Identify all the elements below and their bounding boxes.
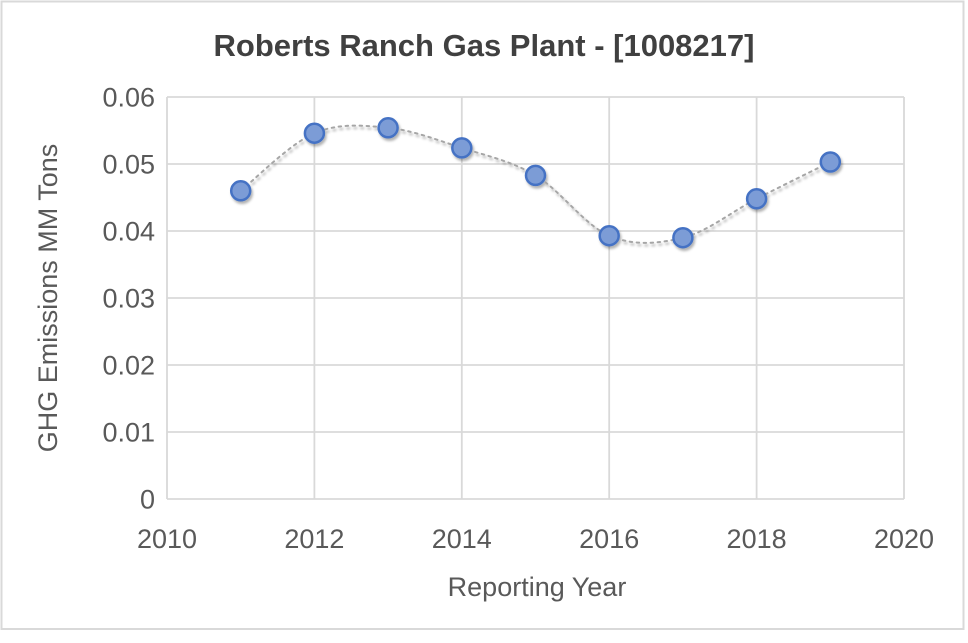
y-tick-label: 0.03 xyxy=(102,284,155,314)
y-axis-title: GHG Emissions MM Tons xyxy=(33,144,63,453)
y-tick-label: 0.01 xyxy=(102,418,155,448)
x-tick-label: 2018 xyxy=(727,524,787,554)
y-tick-label: 0.05 xyxy=(102,150,155,180)
gridlines xyxy=(166,96,905,500)
y-tick-label: 0 xyxy=(140,485,155,515)
y-tick-label: 0.02 xyxy=(102,351,155,381)
chart-title: Roberts Ranch Gas Plant - [1008217] xyxy=(214,28,755,63)
data-point-2015 xyxy=(524,164,547,187)
x-tick-label: 2014 xyxy=(432,524,492,554)
data-point-2013 xyxy=(377,117,399,139)
data-point-2017 xyxy=(672,226,694,249)
y-tick-label: 0.06 xyxy=(102,83,155,113)
data-point-2016 xyxy=(598,224,620,247)
data-point-2019 xyxy=(819,151,842,173)
x-tick-label: 2012 xyxy=(284,524,344,554)
x-tick-label: 2020 xyxy=(874,524,934,554)
chart-area-border xyxy=(0,0,965,630)
x-tick-label: 2016 xyxy=(579,524,639,554)
tick-labels: 0 0.01 0.02 0.03 0.04 0.05 0.06 2010 2012 2014 201… xyxy=(102,83,934,554)
data-point-2012 xyxy=(303,122,326,144)
data-series xyxy=(229,117,842,249)
data-point-2018 xyxy=(745,188,768,210)
data-point-2014 xyxy=(451,137,473,159)
y-tick-label: 0.04 xyxy=(102,217,155,247)
data-point-2011 xyxy=(229,180,252,202)
x-tick-label: 2010 xyxy=(137,524,197,554)
x-axis-title: Reporting Year xyxy=(448,572,627,602)
